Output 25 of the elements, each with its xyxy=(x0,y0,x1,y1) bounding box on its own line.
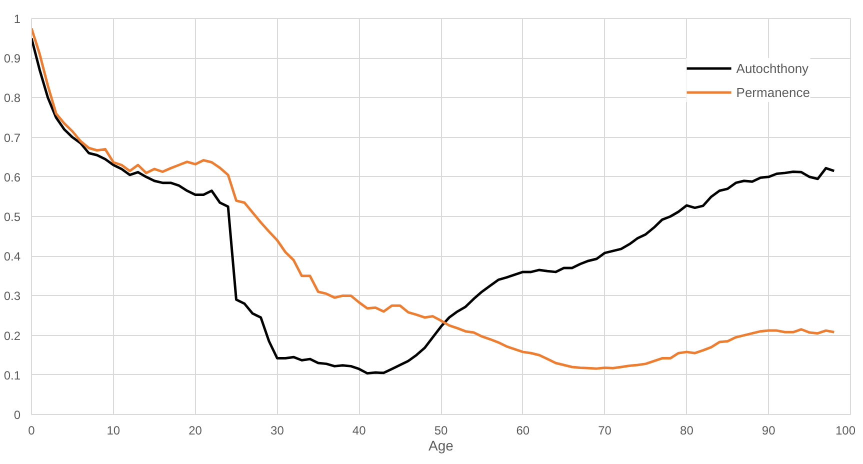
y-tick-label: 0.7 xyxy=(4,130,21,145)
x-tick-label: 50 xyxy=(434,424,448,438)
y-tick-label: 0.9 xyxy=(4,52,21,66)
x-tick-label: 10 xyxy=(106,424,120,438)
y-tick-label: 0 xyxy=(14,408,21,422)
x-tick-label: 100 xyxy=(835,424,856,438)
y-tick-label: 0.8 xyxy=(4,91,21,106)
x-tick-label: 80 xyxy=(680,424,694,438)
y-tick-label: 0.6 xyxy=(4,170,21,184)
legend-label: Permanence xyxy=(736,84,810,100)
x-tick-label: 0 xyxy=(28,424,36,438)
y-tick-label: 0.1 xyxy=(4,368,21,382)
y-tick-label: 1 xyxy=(14,12,21,26)
x-tick-label: 90 xyxy=(762,424,776,438)
x-tick-label: 30 xyxy=(270,424,284,438)
x-tick-label: 40 xyxy=(352,424,366,438)
x-tick-label: 20 xyxy=(188,424,202,438)
y-tick-label: 0.5 xyxy=(4,210,21,224)
y-tick-label: 0.2 xyxy=(4,328,21,343)
legend-label: Autochthony xyxy=(736,60,809,76)
x-tick-label: 70 xyxy=(598,424,612,438)
x-tick-label: 60 xyxy=(516,424,530,438)
y-tick-label: 0.3 xyxy=(4,289,21,304)
x-axis-title: Age xyxy=(428,438,454,454)
y-tick-label: 0.4 xyxy=(4,250,21,264)
